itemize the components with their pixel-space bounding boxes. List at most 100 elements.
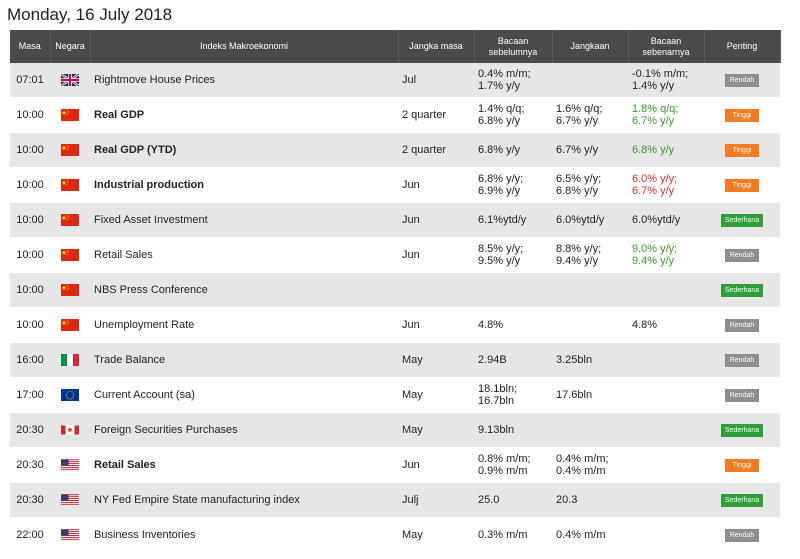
time-cell: 16:00 bbox=[10, 342, 50, 378]
cell-line: 0.4% m/m; bbox=[556, 453, 609, 465]
period-cell: May bbox=[398, 342, 474, 378]
cell-line: 6.7% y/y bbox=[632, 115, 675, 127]
table-row: 10:00 NBS Press Conference Sederhana bbox=[10, 272, 780, 308]
country-cell bbox=[50, 482, 90, 518]
indicator-name[interactable]: Trade Balance bbox=[90, 342, 398, 378]
importance-cell: Sederhana bbox=[704, 412, 780, 448]
page-date-title: Monday, 16 July 2018 bbox=[7, 5, 173, 24]
indicator-name[interactable]: Real GDP bbox=[90, 97, 398, 133]
flag-us-icon bbox=[61, 459, 79, 471]
importance-cell: Rendah bbox=[704, 377, 780, 413]
time-cell: 10:00 bbox=[10, 97, 50, 133]
table-body: 07:01 Rightmove House Prices Jul 0.4% m/m; 1… bbox=[10, 63, 780, 553]
country-cell bbox=[50, 63, 90, 98]
actual-cell: 4.8% bbox=[628, 307, 704, 343]
cell-line: 16.7bln bbox=[478, 395, 515, 407]
flag-ca-icon bbox=[61, 424, 79, 436]
flag-cn-icon bbox=[61, 284, 79, 297]
country-cell bbox=[50, 202, 90, 238]
cell-line: 0.4% m/m bbox=[556, 529, 606, 541]
importance-cell: Sederhana bbox=[704, 202, 780, 238]
indicator-name[interactable]: NBS Press Conference bbox=[90, 272, 398, 308]
period-cell: Jun bbox=[398, 202, 474, 238]
indicator-name[interactable]: Unemployment Rate bbox=[90, 307, 398, 343]
indicator-name[interactable]: Real GDP (YTD) bbox=[90, 132, 398, 168]
country-cell bbox=[50, 377, 90, 413]
importance-cell: Rendah bbox=[704, 517, 780, 553]
actual-cell bbox=[628, 482, 704, 518]
cell-line: 6.7% y/y bbox=[556, 115, 599, 127]
importance-badge: Rendah bbox=[725, 319, 759, 332]
cell-line: 6.0%ytd/y bbox=[556, 214, 605, 226]
country-cell bbox=[50, 97, 90, 133]
indicator-name[interactable]: Foreign Securities Purchases bbox=[90, 412, 398, 448]
indicator-name[interactable]: NY Fed Empire State manufacturing index bbox=[90, 482, 398, 518]
cell-line: 17.6bln bbox=[556, 389, 593, 401]
importance-badge: Sederhana bbox=[720, 214, 764, 227]
cell-line: 0.4% m/m bbox=[556, 465, 606, 477]
forecast-cell: 20.3 bbox=[552, 482, 628, 518]
importance-badge: Tinggi bbox=[725, 109, 759, 122]
indicator-name[interactable]: Rightmove House Prices bbox=[90, 63, 398, 98]
indicator-name[interactable]: Retail Sales bbox=[90, 447, 398, 483]
forecast-cell: 8.8% y/y; 9.4% y/y bbox=[552, 237, 628, 273]
period-cell: Jun bbox=[398, 307, 474, 343]
cell-line: 8.5% y/y; bbox=[478, 243, 524, 255]
table-row: 10:00 Retail Sales Jun 8.5% y/y; 9.5% y/y 8.8… bbox=[10, 237, 780, 273]
forecast-cell: 0.4% m/m bbox=[552, 517, 628, 553]
time-cell: 10:00 bbox=[10, 237, 50, 273]
time-cell: 22:00 bbox=[10, 517, 50, 553]
previous-cell: 4.8% bbox=[474, 307, 552, 343]
importance-cell: Rendah bbox=[704, 307, 780, 343]
importance-badge: Rendah bbox=[725, 389, 759, 402]
importance-cell: Tinggi bbox=[704, 97, 780, 133]
time-cell: 20:30 bbox=[10, 447, 50, 483]
previous-cell: 6.8% y/y bbox=[474, 132, 552, 168]
forecast-cell bbox=[552, 412, 628, 448]
indicator-name[interactable]: Retail Sales bbox=[90, 237, 398, 273]
previous-cell: 1.4% q/q; 6.8% y/y bbox=[474, 97, 552, 133]
forecast-cell: 6.0%ytd/y bbox=[552, 202, 628, 238]
forecast-cell: 3.25bln bbox=[552, 342, 628, 378]
cell-line: 8.8% y/y; bbox=[556, 243, 602, 255]
flag-uk-icon bbox=[60, 73, 80, 88]
table-row: 10:00 Fixed Asset Investment Jun 6.1%ytd/y 6… bbox=[10, 202, 780, 238]
previous-cell: 25.0 bbox=[474, 482, 552, 518]
importance-badge: Rendah bbox=[725, 74, 759, 87]
header-previous: Bacaan sebelumnya bbox=[474, 30, 553, 63]
indicator-name[interactable]: Fixed Asset Investment bbox=[90, 202, 398, 238]
indicator-name[interactable]: Current Account (sa) bbox=[90, 377, 398, 413]
table-row: 07:01 Rightmove House Prices Jul 0.4% m/m; 1… bbox=[10, 63, 780, 98]
economic-calendar-table: Masa Negara Indeks Makroekonomi Jangka m… bbox=[10, 30, 781, 553]
cell-line: 6.8% y/y; bbox=[478, 173, 524, 185]
cell-line: 2.94B bbox=[478, 354, 507, 366]
cell-line: 6.5% y/y; bbox=[556, 173, 602, 185]
table-row: 17:00 Current Account (sa) May 18.1bln; 16.7… bbox=[10, 377, 780, 413]
cell-line: 6.7% y/y bbox=[632, 185, 675, 197]
forecast-cell: 6.7% y/y bbox=[552, 132, 628, 168]
importance-badge: Rendah bbox=[725, 249, 759, 262]
actual-cell bbox=[628, 342, 704, 378]
table-row: 10:00 Industrial production Jun 6.8% y/y; 6.… bbox=[10, 167, 780, 203]
indicator-name[interactable]: Industrial production bbox=[90, 167, 398, 203]
cell-line: 1.7% y/y bbox=[478, 80, 521, 92]
time-cell: 07:01 bbox=[10, 63, 50, 98]
forecast-cell bbox=[552, 307, 628, 343]
period-cell: Jun bbox=[398, 447, 474, 483]
period-cell: 2 quarter bbox=[398, 97, 474, 133]
importance-badge: Sederhana bbox=[720, 494, 764, 507]
previous-cell: 0.4% m/m; 1.7% y/y bbox=[474, 63, 552, 98]
previous-cell: 9.13bln bbox=[474, 412, 552, 448]
cell-line: 25.0 bbox=[478, 494, 500, 506]
country-cell bbox=[50, 272, 90, 308]
period-cell: 2 quarter bbox=[398, 132, 474, 168]
period-cell: May bbox=[398, 377, 474, 413]
country-cell bbox=[50, 447, 90, 483]
time-cell: 20:30 bbox=[10, 482, 50, 518]
indicator-name[interactable]: Business Inventories bbox=[90, 517, 398, 553]
period-cell bbox=[398, 272, 474, 308]
actual-cell: 6.0%ytd/y bbox=[628, 202, 704, 238]
header-forecast: Jangkaan bbox=[552, 30, 629, 63]
importance-cell: Rendah bbox=[704, 63, 780, 98]
header-importance: Penting bbox=[704, 30, 781, 63]
